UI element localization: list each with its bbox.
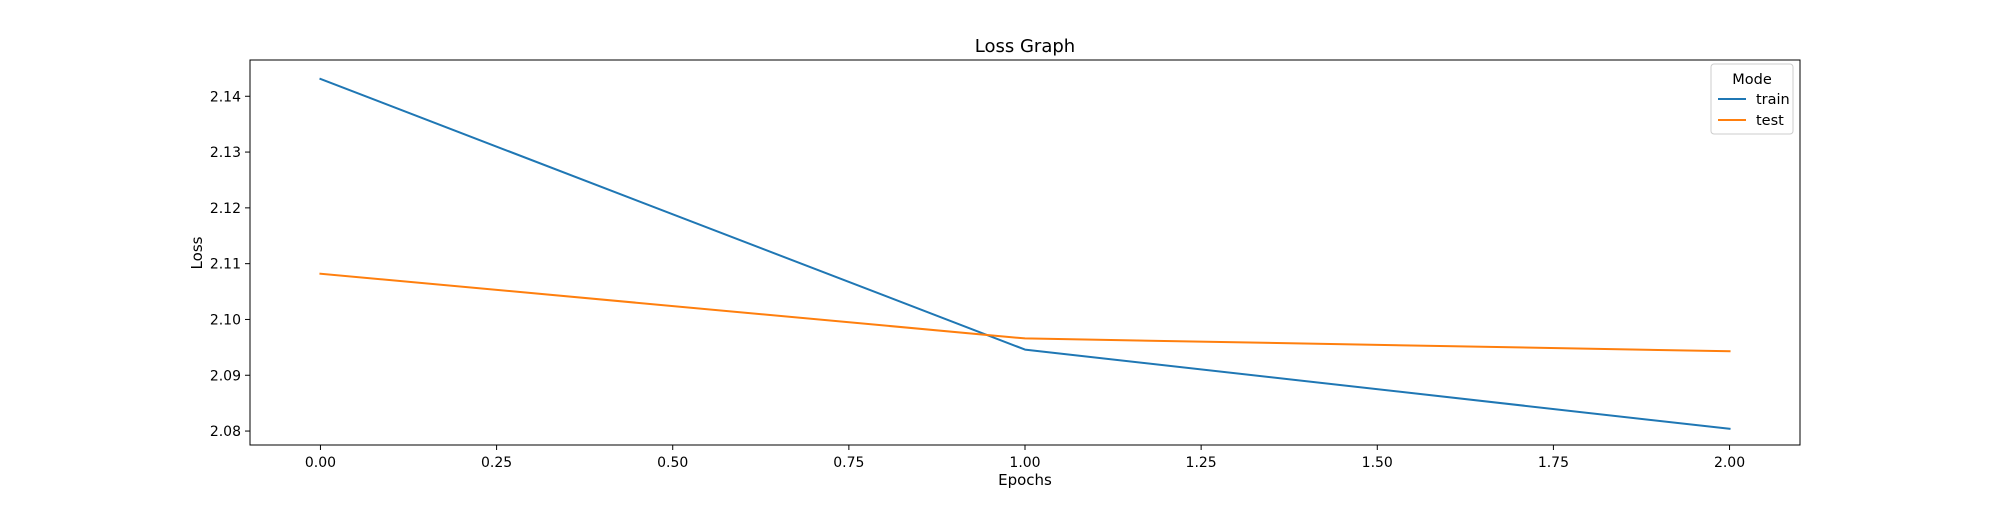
- legend-label-train: train: [1756, 92, 1790, 108]
- y-tick-label: 2.11: [210, 257, 241, 273]
- legend-box: [1710, 63, 1794, 135]
- x-tick-label: 0.25: [481, 455, 512, 471]
- x-axis-label: Epochs: [998, 471, 1052, 489]
- series-layer: [319, 77, 1731, 430]
- legend-label-test: test: [1756, 113, 1784, 129]
- x-axis-ticks: 0.00 0.25 0.50 0.75 1.00 1.25 1.50 1.75 2.00: [305, 445, 1745, 471]
- x-tick-label: 0.50: [657, 455, 688, 471]
- x-tick-label: 1.50: [1362, 455, 1393, 471]
- x-tick-label: 1.25: [1186, 455, 1217, 471]
- x-tick-label: 2.00: [1714, 455, 1745, 471]
- y-tick-label: 2.13: [210, 145, 241, 161]
- y-tick-label: 2.08: [210, 424, 241, 440]
- chart-title: Loss Graph: [975, 36, 1075, 57]
- x-tick-label: 1.00: [1009, 455, 1040, 471]
- y-axis-ticks: 2.08 2.09 2.10 2.11 2.12 2.13 2.14: [210, 89, 250, 440]
- y-tick-label: 2.09: [210, 368, 241, 384]
- series-line-train: [319, 77, 1731, 430]
- legend-title: Mode: [1732, 72, 1772, 88]
- y-axis-label: Loss: [188, 236, 206, 269]
- y-tick-label: 2.10: [210, 312, 241, 328]
- x-tick-label: 1.75: [1538, 455, 1569, 471]
- legend: Mode train test: [1710, 63, 1794, 135]
- y-tick-label: 2.14: [210, 89, 241, 105]
- x-tick-label: 0.75: [833, 455, 864, 471]
- plot-area-frame: [249, 59, 1801, 446]
- legend-entries: train test: [1718, 92, 1790, 129]
- series-line-test: [319, 272, 1731, 353]
- x-tick-label: 0.00: [305, 455, 336, 471]
- y-tick-label: 2.12: [210, 201, 241, 217]
